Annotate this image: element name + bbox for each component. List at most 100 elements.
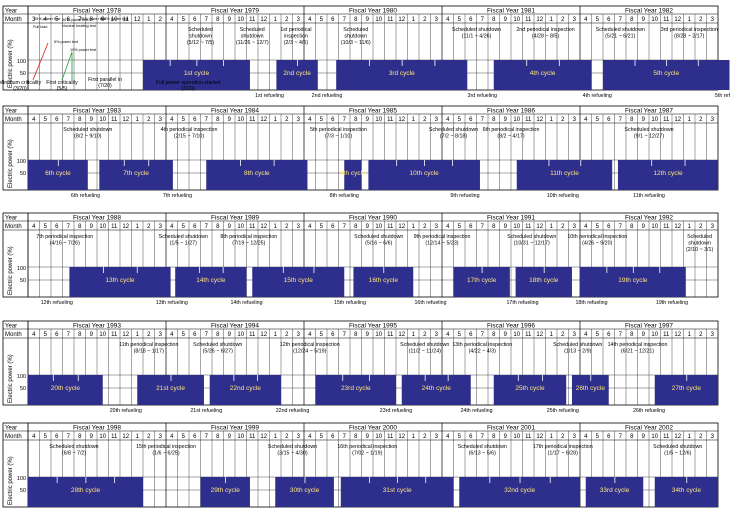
month-label: 11 [249, 17, 256, 23]
electric-power-axis-label: Electric power (%) [8, 456, 14, 505]
cycle-label: 12th cycle [653, 170, 683, 177]
month-label: 6 [469, 224, 473, 230]
power-dip-mark [77, 375, 79, 381]
shutdown-annotation: (6/21 ~ 12/21) [621, 349, 654, 355]
cycle-label: 8th cycle [244, 170, 270, 177]
month-label: 3 [711, 117, 715, 123]
month-label: 9 [90, 224, 94, 230]
month-label: 4 [170, 117, 174, 123]
cycle-label: 20th cycle [51, 385, 81, 392]
month-label: 8 [492, 224, 496, 230]
month-label: 12 [398, 332, 405, 338]
month-label: 9 [228, 434, 232, 440]
month-label: 10 [513, 17, 520, 23]
month-label: 9 [504, 332, 508, 338]
power-dip-mark [52, 375, 54, 381]
shutdown-annotation: 10th periodical inspection [567, 234, 627, 240]
month-label: 4 [446, 434, 450, 440]
month-label: 10 [99, 117, 106, 123]
month-label: 11 [663, 224, 670, 230]
operation-cycle-bar [493, 375, 567, 405]
month-label: 7 [205, 332, 209, 338]
fiscal-year-label: Fiscal Year 2000 [349, 425, 397, 432]
operation-cycle-bar [28, 375, 103, 405]
month-label: 1 [412, 434, 416, 440]
month-label: 4 [32, 332, 36, 338]
y-tick-label: 50 [20, 278, 26, 284]
month-label: 5 [182, 332, 186, 338]
month-label: 9 [642, 434, 646, 440]
month-label: 9 [366, 117, 370, 123]
power-dip-mark [614, 477, 616, 483]
shutdown-annotation: Scheduled shutdown [354, 234, 403, 240]
shutdown-annotation: 13th periodical inspection [452, 342, 512, 348]
month-label: 9 [228, 332, 232, 338]
month-label: 10 [111, 17, 118, 23]
month-label: 1 [550, 117, 554, 123]
shutdown-annotation: Scheduled shutdown [193, 342, 242, 348]
month-label: 12 [674, 224, 681, 230]
refueling-label: 17th refueling [506, 300, 538, 306]
month-label: 5 [320, 332, 324, 338]
cycle-label: 24th cycle [422, 385, 452, 392]
month-label: 12 [398, 434, 405, 440]
startup-test-note: Full load [33, 25, 47, 29]
month-label: 9 [90, 117, 94, 123]
year-header-label: Year [5, 9, 17, 15]
power-dip-mark [196, 60, 198, 66]
operation-cycle-bar [401, 375, 471, 405]
power-dip-mark [526, 60, 528, 66]
month-label: 10 [375, 117, 382, 123]
month-label: 5 [458, 434, 462, 440]
shutdown-annotation: (11/1 ~ 4/26) [462, 34, 492, 40]
month-label: 8 [216, 117, 220, 123]
fiscal-year-label: Fiscal Year 1991 [487, 215, 535, 222]
month-label: 6 [193, 224, 197, 230]
month-label: 3 [711, 434, 715, 440]
power-dip-mark [368, 477, 370, 483]
electric-power-axis-label: Electric power (%) [8, 246, 14, 295]
shutdown-annotation: 15th periodical inspection [136, 444, 196, 450]
power-dip-mark [481, 267, 483, 273]
refueling-label: 25th refueling [547, 408, 579, 414]
month-label: 8 [630, 332, 634, 338]
month-label: 12 [122, 117, 129, 123]
month-label: 12 [260, 17, 267, 23]
refueling-label: 7th refueling [163, 193, 192, 199]
month-label: 9 [504, 117, 508, 123]
power-dip-mark [282, 267, 284, 273]
month-label: 1 [412, 332, 416, 338]
month-label: 2 [423, 332, 427, 338]
month-label: 1 [274, 332, 278, 338]
month-label: 10 [651, 332, 658, 338]
shutdown-annotation: shutdown [189, 34, 212, 40]
milestone-label: First parallel in [88, 77, 122, 83]
month-label: 1 [688, 117, 692, 123]
power-dip-mark [136, 267, 138, 273]
month-label: 3 [159, 434, 163, 440]
cycle-label: 2nd cycle [283, 70, 311, 77]
month-label: 11 [249, 332, 256, 338]
month-label: 3 [297, 17, 301, 23]
cycle-label: 3rd cycle [389, 70, 415, 77]
month-label: 11 [387, 17, 394, 23]
month-label: 11 [663, 434, 670, 440]
month-label: 5 [596, 434, 600, 440]
month-label: 1 [550, 332, 554, 338]
operation-cycle-bar [516, 160, 613, 190]
electric-power-axis-label: Electric power (%) [8, 139, 14, 188]
month-label: 5 [182, 17, 186, 23]
month-label: 4 [170, 434, 174, 440]
month-label: 4 [170, 224, 174, 230]
month-label: 12 [398, 117, 405, 123]
shutdown-annotation: 1st periodical [280, 27, 311, 33]
shutdown-annotation: Scheduled shutdown [553, 342, 602, 348]
month-label: 2 [561, 332, 565, 338]
refueling-label: 26th refueling [633, 408, 665, 414]
power-dip-mark [542, 375, 543, 381]
cycle-label: 22nd cycle [230, 385, 261, 392]
shutdown-annotation: Scheduled [343, 27, 368, 33]
shutdown-annotation: (12/14 ~ 5/23) [425, 241, 458, 247]
shutdown-annotation: (11/26 ~ 12/7) [236, 40, 269, 46]
